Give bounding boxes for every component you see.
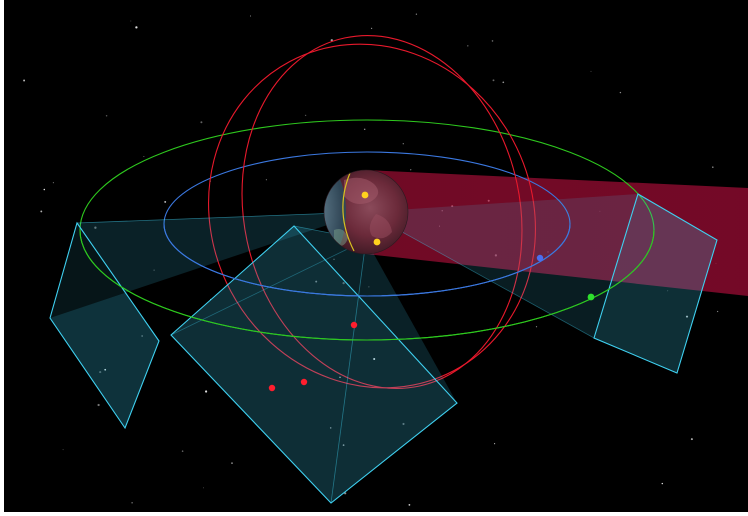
satellite-green[interactable] <box>587 293 595 301</box>
star <box>590 70 592 72</box>
star <box>535 326 538 328</box>
star <box>333 258 335 260</box>
star <box>494 443 496 445</box>
star <box>250 15 252 17</box>
starfield <box>23 13 719 506</box>
star <box>491 40 494 42</box>
star <box>370 27 373 30</box>
star <box>153 269 155 271</box>
star <box>265 179 267 181</box>
star <box>143 155 145 157</box>
satellite-yellow-2[interactable] <box>373 238 381 246</box>
inclined-orbit-1[interactable] <box>210 9 554 415</box>
star <box>492 79 495 82</box>
earth-globe[interactable] <box>306 166 409 258</box>
star <box>43 188 46 191</box>
equatorial-orbit-outer-front <box>79 229 655 341</box>
star <box>40 210 43 213</box>
star <box>141 335 143 337</box>
satellite-blue[interactable] <box>536 254 544 262</box>
star <box>181 450 184 452</box>
star <box>690 438 693 441</box>
star <box>52 182 54 184</box>
star <box>410 169 412 171</box>
satellite-yellow-1[interactable] <box>361 191 369 199</box>
sensor-frustum-left[interactable] <box>49 211 367 430</box>
satellite-red-2[interactable] <box>300 378 308 386</box>
star <box>342 444 345 446</box>
star <box>667 290 669 292</box>
inclined-orbit-2[interactable] <box>149 0 596 446</box>
star <box>619 91 622 94</box>
star <box>104 368 107 371</box>
star <box>231 462 233 464</box>
star <box>368 286 370 288</box>
star <box>131 501 133 504</box>
star <box>373 357 376 361</box>
star <box>467 45 469 47</box>
star <box>164 200 167 203</box>
star <box>99 371 102 374</box>
star <box>329 427 332 429</box>
star <box>205 390 208 393</box>
star <box>62 449 64 451</box>
star <box>105 114 108 117</box>
star <box>315 280 318 283</box>
star <box>408 503 411 506</box>
star <box>202 487 204 489</box>
star <box>339 376 341 378</box>
star <box>23 79 26 82</box>
star <box>402 422 405 426</box>
satellite-red-3[interactable] <box>268 384 276 392</box>
equatorial-orbit-inner-front <box>163 223 571 297</box>
star <box>94 226 97 229</box>
star <box>415 13 418 15</box>
sun-terminator-line <box>342 172 355 252</box>
star <box>304 114 307 117</box>
earth-shadow-cone <box>366 170 748 296</box>
3d-scene-viewport[interactable] <box>4 0 748 512</box>
scene-canvas[interactable] <box>4 0 748 512</box>
sensor-frustum-right[interactable] <box>365 193 718 374</box>
satellite-red-1[interactable] <box>350 321 358 329</box>
star <box>342 281 345 285</box>
star <box>716 310 719 313</box>
star <box>712 166 714 168</box>
star <box>130 20 132 22</box>
star <box>661 482 664 485</box>
star <box>135 26 138 29</box>
star <box>402 143 404 145</box>
star <box>685 315 689 318</box>
star <box>363 128 366 131</box>
sensor-frustum-center[interactable] <box>170 225 458 504</box>
star <box>502 81 505 84</box>
star <box>200 121 203 124</box>
star <box>97 403 100 407</box>
